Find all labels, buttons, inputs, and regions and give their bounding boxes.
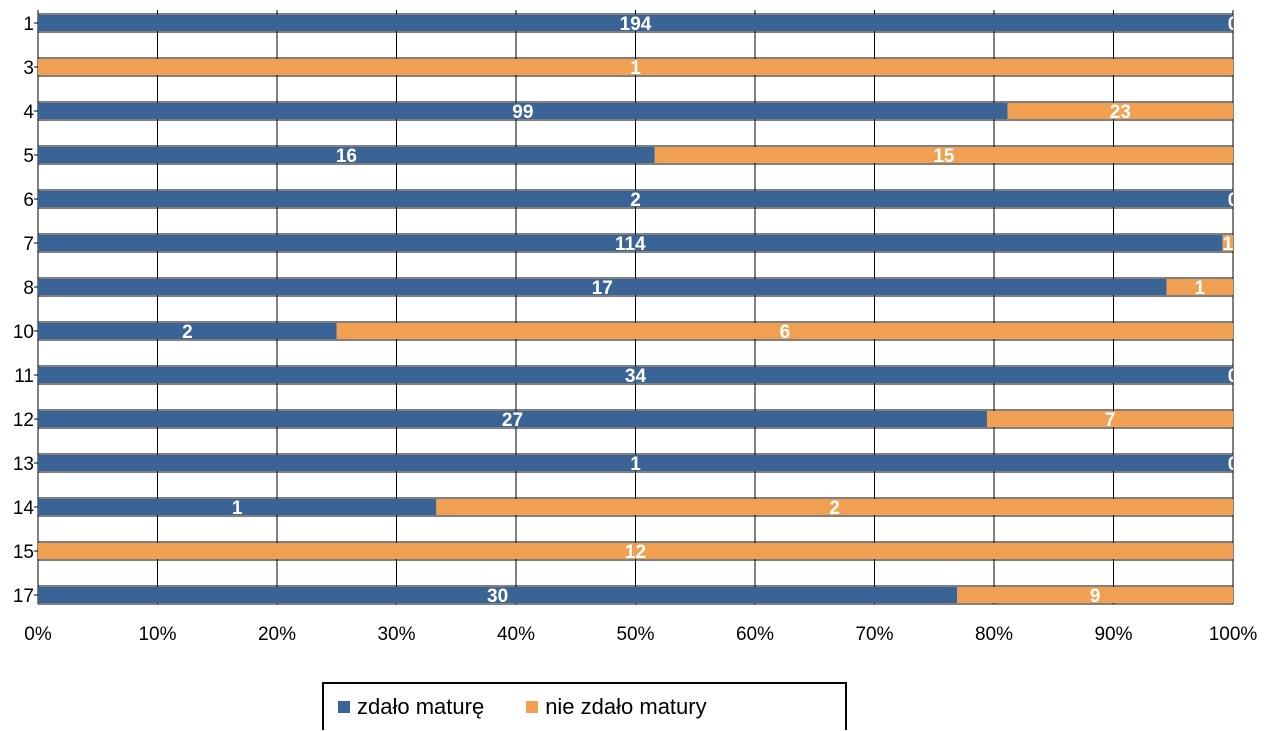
data-label: 2 bbox=[630, 190, 641, 211]
category-label: 1 bbox=[23, 14, 34, 35]
legend-label-passed: zdało maturę bbox=[357, 694, 485, 719]
bar-segment bbox=[38, 323, 337, 339]
bar-segment bbox=[1222, 235, 1233, 251]
data-label: 27 bbox=[502, 410, 523, 431]
category-label: 8 bbox=[23, 278, 34, 299]
x-tick-labels: 0% 10% 20% 30% 40% 50% 60% 70% 80% 90% 100% bbox=[24, 624, 1257, 645]
x-tick-label: 30% bbox=[377, 624, 415, 645]
bar-segment bbox=[38, 191, 1233, 207]
x-tick-label: 100% bbox=[1209, 624, 1258, 645]
x-tick-label: 0% bbox=[24, 624, 52, 645]
data-label: 34 bbox=[625, 366, 647, 387]
data-label: 1 bbox=[630, 58, 641, 79]
bar-segment bbox=[38, 103, 1008, 119]
legend-label-failed: nie zdało matury bbox=[545, 694, 707, 719]
data-label: 99 bbox=[512, 102, 533, 123]
x-tick-label: 90% bbox=[1094, 624, 1132, 645]
data-label: 30 bbox=[487, 586, 508, 607]
legend-swatch-failed bbox=[526, 701, 539, 713]
category-label: 11 bbox=[14, 366, 34, 387]
category-label: 10 bbox=[13, 322, 34, 343]
bar-segment bbox=[986, 411, 1233, 427]
category-label: 6 bbox=[23, 190, 34, 211]
legend: zdało maturę nie zdało matury bbox=[322, 682, 847, 730]
data-label: 114 bbox=[615, 234, 646, 255]
data-label: 1 bbox=[1195, 278, 1206, 299]
data-label: 15 bbox=[933, 146, 955, 167]
bar-segment bbox=[654, 147, 1233, 163]
data-label: 0 bbox=[1228, 366, 1239, 387]
data-label: 1 bbox=[232, 498, 243, 519]
bar-segment bbox=[38, 499, 437, 515]
data-label: 23 bbox=[1110, 102, 1131, 123]
category-label: 3 bbox=[23, 58, 34, 79]
category-label: 5 bbox=[23, 146, 34, 167]
data-label: 1 bbox=[630, 454, 641, 475]
bar-segment bbox=[1166, 279, 1233, 295]
x-tick-label: 60% bbox=[736, 624, 774, 645]
category-label: 14 bbox=[13, 498, 35, 519]
x-tick-label: 80% bbox=[975, 624, 1013, 645]
category-label: 4 bbox=[23, 102, 34, 123]
x-tick-label: 50% bbox=[616, 624, 654, 645]
x-tick-label: 20% bbox=[258, 624, 296, 645]
data-label: 2 bbox=[829, 498, 840, 519]
bars: 1940019923161520114117126340277101201230… bbox=[38, 14, 1239, 607]
data-label: 0 bbox=[1228, 190, 1239, 211]
bar-segment bbox=[38, 367, 1233, 383]
legend-item-failed: nie zdało matury bbox=[526, 694, 707, 720]
category-label: 7 bbox=[23, 234, 34, 255]
category-label: 17 bbox=[13, 586, 34, 607]
bar-segment bbox=[38, 411, 987, 427]
bar-segment bbox=[957, 587, 1233, 603]
x-tick-label: 70% bbox=[855, 624, 893, 645]
bar-segment bbox=[38, 147, 655, 163]
bar-segment bbox=[1007, 103, 1233, 119]
bar-segment bbox=[38, 279, 1167, 295]
bar-segment bbox=[436, 499, 1233, 515]
bar-segment bbox=[38, 15, 1233, 31]
bar-segment bbox=[38, 59, 1233, 75]
data-label: 7 bbox=[1105, 410, 1116, 431]
bar-segment bbox=[38, 455, 1233, 471]
data-label: 17 bbox=[592, 278, 613, 299]
data-label: 9 bbox=[1090, 586, 1101, 607]
data-label: 1 bbox=[1223, 234, 1234, 255]
data-label: 0 bbox=[1228, 14, 1239, 35]
bar-segment bbox=[38, 235, 1223, 251]
data-label: 16 bbox=[336, 146, 357, 167]
category-label: 15 bbox=[13, 542, 34, 563]
data-label: 12 bbox=[625, 542, 646, 563]
data-label: 194 bbox=[620, 14, 652, 35]
category-label: 13 bbox=[13, 454, 34, 475]
bar-segment bbox=[336, 323, 1233, 339]
bar-segment bbox=[38, 543, 1233, 559]
category-label: 12 bbox=[13, 410, 34, 431]
bar-segment bbox=[38, 587, 958, 603]
x-tick-label: 10% bbox=[138, 624, 176, 645]
x-tick-label: 40% bbox=[497, 624, 535, 645]
data-label: 2 bbox=[182, 322, 193, 343]
data-label: 6 bbox=[780, 322, 791, 343]
data-label: 0 bbox=[1228, 454, 1239, 475]
legend-item-passed: zdało maturę bbox=[338, 694, 484, 720]
legend-swatch-passed bbox=[338, 701, 350, 713]
